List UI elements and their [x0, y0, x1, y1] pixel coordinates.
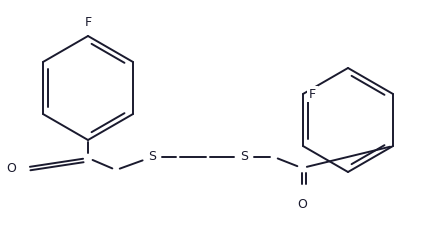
Text: F: F: [309, 88, 316, 101]
Text: O: O: [297, 198, 307, 211]
Text: S: S: [148, 151, 156, 164]
Text: S: S: [240, 151, 248, 164]
Text: O: O: [6, 161, 16, 174]
Text: F: F: [84, 16, 92, 29]
